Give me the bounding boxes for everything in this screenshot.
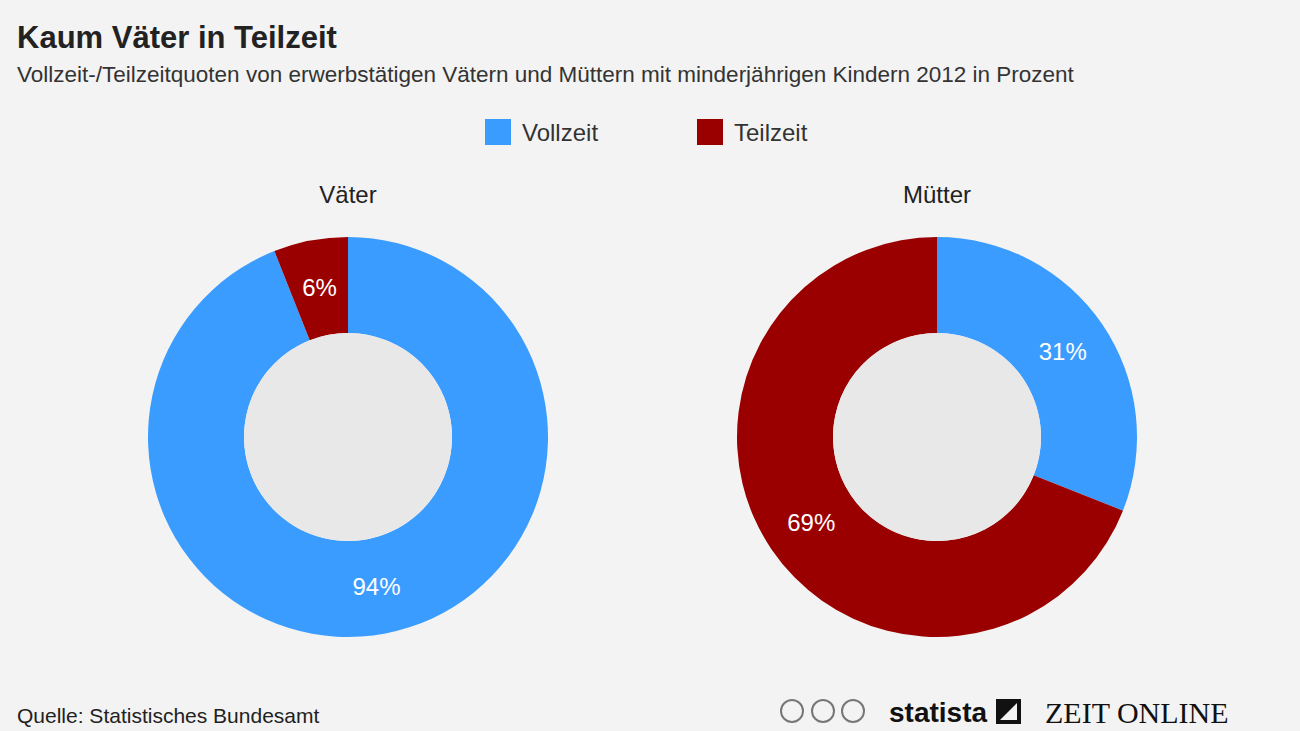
brand-icon (996, 699, 1021, 724)
title: Kaum Väter in Teilzeit (17, 20, 337, 55)
background (0, 0, 1300, 731)
donut-chart: 31% 69% (737, 237, 1137, 637)
source: Quelle: Statistisches Bundesamt (17, 704, 319, 727)
legend-label: Vollzeit (522, 119, 598, 146)
legend: Vollzeit Teilzeit (485, 119, 808, 146)
brand: ZEIT ONLINE (1045, 696, 1229, 729)
data-label: 31% (1039, 338, 1087, 365)
legend-swatch (697, 119, 723, 145)
subtitle: Vollzeit-/Teilzeitquoten von erwerbstäti… (17, 62, 1075, 87)
legend-swatch (485, 119, 511, 145)
slices (148, 237, 548, 637)
chart-title: Väter (319, 181, 376, 208)
slice (148, 237, 548, 637)
donut-chart: 94% 6% (148, 237, 548, 637)
slices (737, 237, 1137, 637)
chart-root: Kaum Väter in Teilzeit Vollzeit-/Teilzeit… (0, 0, 1300, 731)
slice (274, 237, 348, 340)
license-icon (812, 700, 834, 722)
chart-title: Mütter (903, 181, 971, 208)
license-icon (842, 700, 864, 722)
data-label: 6% (302, 274, 337, 301)
legend-label: Teilzeit (734, 119, 808, 146)
slice (737, 237, 1123, 637)
data-label: 94% (352, 573, 400, 600)
license-icon (781, 700, 803, 722)
donut-hole (244, 333, 452, 541)
donut-hole (833, 333, 1041, 541)
data-label: 69% (787, 509, 835, 536)
brand: statista (889, 697, 987, 728)
